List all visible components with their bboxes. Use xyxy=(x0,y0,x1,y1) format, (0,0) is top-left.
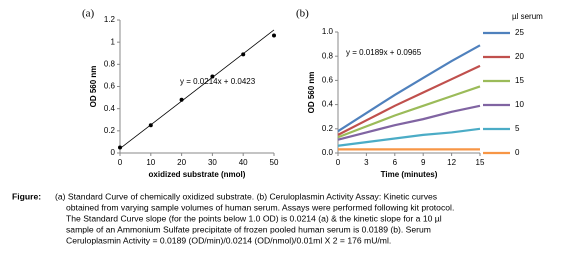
annotation: y = 0.0189x + 0.0965 xyxy=(346,48,422,57)
x-tick-label: 0 xyxy=(118,158,123,167)
x-tick-label: 50 xyxy=(270,158,279,167)
y-tick-label: 0.6 xyxy=(322,76,334,85)
y-tick-label: 0.6 xyxy=(104,82,116,91)
panel-label: (b) xyxy=(296,8,309,20)
series-line xyxy=(337,127,481,147)
y-tick-label: 0.2 xyxy=(104,126,116,135)
legend-label: 25 xyxy=(515,28,524,37)
series-line xyxy=(337,104,481,141)
x-tick-label: 20 xyxy=(177,158,186,167)
y-tick-label: 0.8 xyxy=(322,51,334,60)
caption-line: The Standard Curve slope (for the points… xyxy=(66,213,442,223)
point xyxy=(118,145,122,150)
caption-line: (a) Standard Curve of chemically oxidize… xyxy=(55,191,437,201)
annotation: y = 0.0214x + 0.0423 xyxy=(180,77,256,86)
series-line xyxy=(337,64,481,136)
y-tick-label: 1.0 xyxy=(322,27,334,36)
x-tick-label: 9 xyxy=(421,158,426,167)
x-tick-label: 0 xyxy=(336,158,341,167)
caption-line: sample of an Ammonium Sulfate precipitat… xyxy=(66,224,431,234)
x-tick-label: 15 xyxy=(476,158,485,167)
y-tick-label: 0.0 xyxy=(322,148,334,157)
trendline xyxy=(119,29,275,149)
point xyxy=(241,52,246,57)
caption-line: Ceruloplasmin Activity = 0.0189 (OD/min)… xyxy=(66,235,391,245)
x-tick-label: 30 xyxy=(208,158,217,167)
x-tick-label: 3 xyxy=(364,158,369,167)
x-axis-label: oxidized substrate (nmol) xyxy=(149,170,246,179)
y-tick-label: 0.4 xyxy=(322,100,334,109)
point xyxy=(272,33,276,38)
point xyxy=(210,74,215,79)
panel-label: (a) xyxy=(82,8,95,20)
legend-label: 20 xyxy=(515,52,524,61)
point xyxy=(148,123,153,128)
point xyxy=(179,97,184,102)
y-tick-label: 0.4 xyxy=(104,104,116,113)
legend-label: 0 xyxy=(515,148,520,157)
x-tick-label: 10 xyxy=(146,158,155,167)
legend-label: 15 xyxy=(515,76,524,85)
y-tick-label: 0 xyxy=(111,148,116,157)
y-tick-label: 0.2 xyxy=(322,124,334,133)
y-axis-label: OD 560 nm xyxy=(89,66,98,108)
legend-label: 5 xyxy=(515,124,520,133)
x-tick-label: 12 xyxy=(447,158,456,167)
x-tick-label: 40 xyxy=(239,158,248,167)
y-axis-label: OD 560 nm xyxy=(307,72,316,114)
caption-label: Figure: xyxy=(12,191,41,201)
series-line xyxy=(337,44,481,133)
legend-title: µl serum xyxy=(512,12,543,21)
y-tick-label: 1.2 xyxy=(104,15,116,24)
x-axis-label: Time (minutes) xyxy=(381,170,438,179)
x-tick-label: 6 xyxy=(393,158,398,167)
y-tick-label: 1 xyxy=(111,37,116,46)
legend-label: 10 xyxy=(515,100,524,109)
series-line xyxy=(337,85,481,139)
caption-line: obtained from varying sample volumes of … xyxy=(66,202,454,212)
y-tick-label: 0.8 xyxy=(104,59,116,68)
